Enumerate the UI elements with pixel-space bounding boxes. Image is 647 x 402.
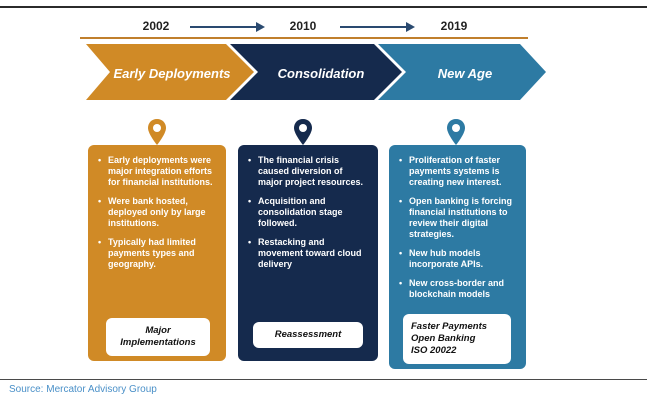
timeline-line [80,37,528,39]
phase-title-consolidation: Consolidation [277,66,365,81]
card-new-age: Proliferation of faster payments systems… [389,145,526,369]
year-2010: 2010 [289,19,317,33]
bullet-list: Early deployments were major integration… [98,155,216,270]
chevron-consolidation [230,44,402,100]
footer-line: Faster Payments [411,321,488,332]
bullet-item: Early deployments were major integration… [98,155,216,188]
footer-line: ISO 20022 [411,345,457,356]
footer-line: Reassessment [274,329,342,340]
bottom-rule [0,379,647,380]
timeline-arrow-1 [190,26,258,28]
card-footer-early: Major Implementations [106,318,210,356]
footer-line: Implementations [120,337,196,348]
phase-title-early: Early Deployments [113,66,231,81]
footer-line: Major [145,325,171,336]
top-rule [0,6,647,8]
bullet-item: Were bank hosted, deployed only by large… [98,196,216,229]
timeline-arrow-2-head [406,22,415,32]
chevron-new-age [378,44,546,100]
card-footer-consolidation: Reassessment [253,322,363,348]
bullet-list: Proliferation of faster payments systems… [399,155,516,300]
card-consolidation: The financial crisis caused diversion of… [238,145,378,361]
bullet-item: New cross-border and blockchain models [399,278,516,300]
phase-title-new-age: New Age [437,66,493,81]
year-2002: 2002 [142,19,170,33]
location-pin-icon [447,119,465,145]
card-early-deployments: Early deployments were major integration… [88,145,226,361]
bullet-item: Restacking and movement toward cloud del… [248,237,368,270]
timeline-arrow-2 [340,26,408,28]
timeline-arrow-1-head [256,22,265,32]
card-footer-new-age: Faster Payments Open Banking ISO 20022 [403,314,511,364]
year-2019: 2019 [440,19,468,33]
bullet-item: New hub models incorporate APIs. [399,248,516,270]
chevron-early [86,44,254,100]
bullet-item: Proliferation of faster payments systems… [399,155,516,188]
location-pin-icon [148,119,166,145]
footer-line: Open Banking [411,333,476,344]
bullet-item: Typically had limited payments types and… [98,237,216,270]
bullet-list: The financial crisis caused diversion of… [248,155,368,270]
bullet-item: Open banking is forcing financial instit… [399,196,516,240]
source-note: Source: Mercator Advisory Group [9,384,157,395]
bullet-item: The financial crisis caused diversion of… [248,155,368,188]
bullet-item: Acquisition and consolidation stage foll… [248,196,368,229]
chevron-band [86,44,546,100]
location-pin-icon [294,119,312,145]
